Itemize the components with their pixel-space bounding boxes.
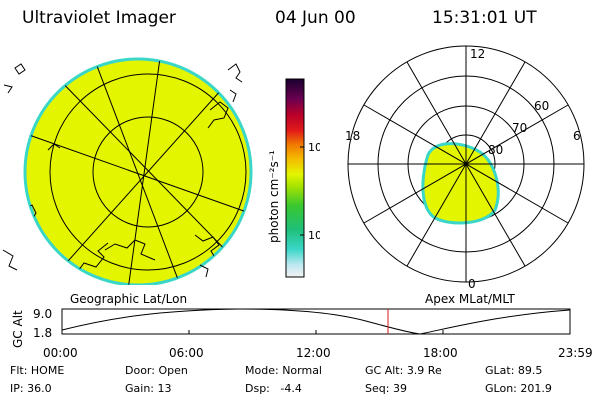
status-seq: Seq: 39 [365,382,407,395]
mlt-label-18: 18 [345,129,360,143]
altitude-xtick-label: 06:00 [169,346,204,360]
coastline [14,63,26,75]
status-gc-alt: GC Alt: 3.9 Re [365,364,442,377]
altitude-xtick-label: 18:00 [423,346,458,360]
meridian-line [59,79,231,271]
auroral-oval [421,142,500,225]
coastline [47,143,61,151]
geographic-panel-title: Geographic Lat/Lon [70,292,188,306]
altitude-xtick-label: 23:59 [558,346,593,360]
colorbar-unit-label: photon cm⁻²s⁻¹ [267,150,281,243]
altitude-curve [61,308,571,335]
meridian-line [49,69,241,266]
geographic-image-disk [23,57,253,285]
altitude-plot: GC Alt 9.0 1.8 00:00 06:00 12:00 18:00 2… [11,307,593,360]
coastline [199,264,209,278]
latitude-circle [49,73,247,271]
mlat-label-80: 80 [488,143,503,157]
mlt-label-6: 6 [573,129,581,143]
status-mode: Mode: Normal [245,364,322,377]
colorbar-tick-label: 100 [308,141,320,154]
coastline [227,63,243,83]
apex-panel-title: Apex MLat/MLT [425,292,515,306]
altitude-xtick-label: 00:00 [43,346,78,360]
altitude-ytick-label: 1.8 [33,326,52,340]
coastline [29,244,55,270]
apex-polar-plot: 12 18 6 0 60 70 80 [345,45,585,290]
altitude-xtick-label: 12:00 [296,346,331,360]
coastline [207,101,229,129]
altitude-ylabel: GC Alt [11,310,25,348]
coastline [2,249,18,271]
mlt-line [363,104,569,224]
geographic-map [2,57,253,285]
coastline [104,239,156,261]
meridian-line [127,59,161,285]
latitude-circle [92,116,204,228]
colorbar: 100 10 photon cm⁻²s⁻¹ [267,78,320,278]
status-dsp: Dsp: -4.4 [245,382,302,395]
mlt-label-12: 12 [470,47,485,61]
coastline [3,84,13,94]
header-time: 15:31:01 UT [432,8,537,28]
colorbar-tick-label: 10 [308,229,320,242]
status-glat: GLat: 89.5 [485,364,543,377]
status-door: Door: Open [125,364,188,377]
status-flt: Flt: HOME [10,364,65,377]
status-gain: Gain: 13 [125,382,172,395]
header-date: 04 Jun 00 [275,8,356,28]
altitude-ytick-label: 9.0 [33,307,52,321]
instrument-title: Ultraviolet Imager [22,8,176,28]
status-ip: IP: 36.0 [10,382,52,395]
mlt-label-0: 0 [468,277,476,290]
status-glon: GLon: 201.9 [485,382,552,395]
coastline [229,89,237,103]
mlat-label-60: 60 [534,99,549,113]
colorbar-scale [285,78,305,278]
mlat-label-70: 70 [512,121,527,135]
